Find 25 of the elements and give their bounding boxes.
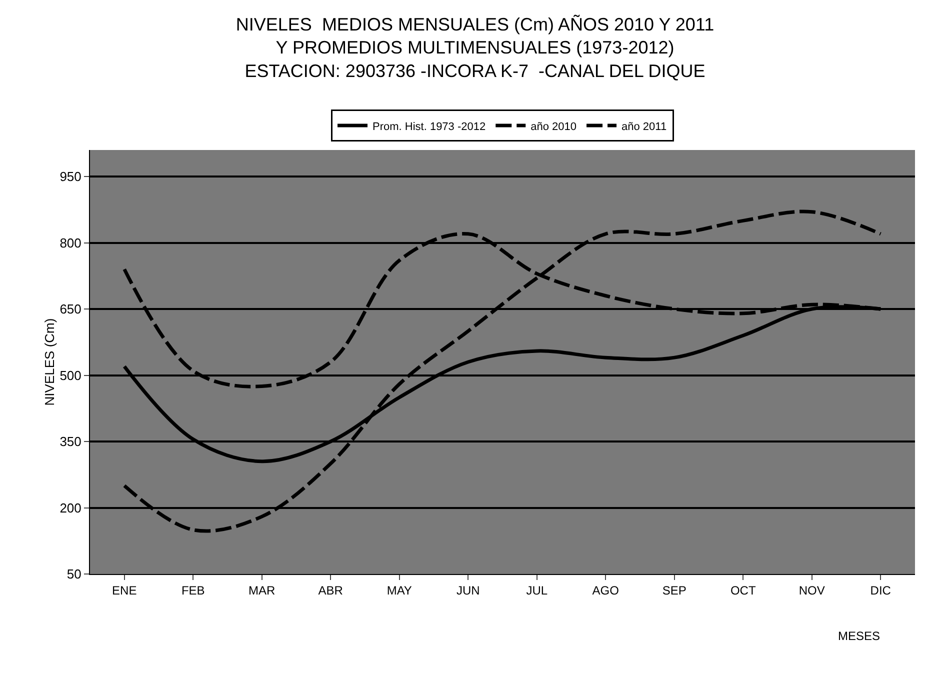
x-tick-label: FEB (181, 583, 205, 598)
x-tick-label: MAY (386, 583, 412, 598)
y-tick-label: 50 (66, 566, 82, 582)
chart-title: NIVELES MEDIOS MENSUALES (Cm) AÑOS 2010 Y 2011 Y PROMEDIOS MULTIMENSUALES (1973-2012) ESTACION: 2903736 -INCORA K-7 -CANAL DEL DIQUE (236, 14, 714, 82)
legend-label: Prom. Hist. 1973 -2012 (372, 120, 486, 133)
x-tick-label: JUL (526, 583, 548, 598)
y-tick-label: 500 (60, 368, 82, 383)
x-axis-title: MESES (838, 629, 880, 643)
legend-label: año 2011 (622, 120, 667, 133)
x-tick-label: AGO (592, 583, 619, 598)
y-tick-label: 800 (60, 235, 82, 250)
x-tick-label: ENE (112, 583, 137, 598)
x-tick-label: NOV (798, 583, 825, 598)
x-tick-label: JUN (456, 583, 480, 598)
x-tick-label: DIC (870, 583, 892, 598)
x-tick-label: SEP (662, 583, 686, 598)
y-tick-label: 200 (60, 500, 82, 516)
y-tick-label: 650 (60, 302, 82, 317)
y-tick-label: 950 (60, 169, 82, 184)
x-tick-label: MAR (248, 583, 276, 598)
legend-label: año 2010 (530, 120, 577, 133)
y-tick-label: 350 (60, 434, 82, 450)
y-axis-title: NIVELES (Cm) (42, 318, 57, 406)
x-tick-label: ABR (318, 583, 344, 598)
x-tick-label: OCT (730, 583, 756, 598)
